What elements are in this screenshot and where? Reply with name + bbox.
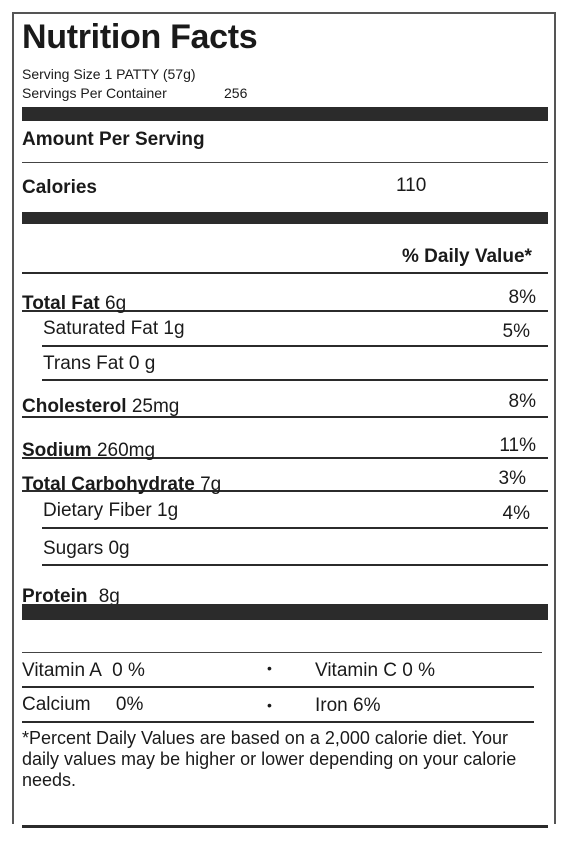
nutrient-name: Cholesterol <box>22 396 127 417</box>
bottom-rule <box>22 825 548 828</box>
calories-value: 110 <box>396 175 427 196</box>
row-divider <box>42 345 548 347</box>
divider-amount <box>22 162 548 163</box>
divider-vitamins-top <box>22 652 542 653</box>
nutrient-row-protein: Protein 8g <box>22 586 120 608</box>
label-frame-top <box>12 12 555 14</box>
row-divider <box>22 457 548 459</box>
servings-value: 256 <box>224 85 248 101</box>
footnote: *Percent Daily Values are based on a 2,0… <box>22 728 517 790</box>
nutrient-name: Total Carbohydrate <box>22 474 195 495</box>
vitamin-name: Vitamin A <box>22 660 101 681</box>
nutrient-amount: 7g <box>200 474 222 495</box>
nutrient-row-cholesterol: Cholesterol 25mg <box>22 396 179 418</box>
nutrient-row-total-fat: Total Fat 6g <box>22 293 126 315</box>
nutrient-row-total-carbohydrate: Total Carbohydrate 7g <box>22 474 221 496</box>
calcium: Calcium 0% <box>22 694 143 716</box>
row-divider <box>22 416 548 418</box>
label-frame-right <box>554 12 556 824</box>
nutrient-name: Dietary Fiber <box>43 500 152 521</box>
nutrient-name: Sodium <box>22 440 92 461</box>
nutrient-row-sugars: Sugars 0g <box>43 538 130 560</box>
nutrient-amount: 8g <box>98 586 120 607</box>
vitamin-a: Vitamin A 0 % <box>22 660 145 682</box>
row-divider <box>22 686 534 688</box>
iron: Iron 6% <box>315 695 381 717</box>
thick-divider-1 <box>22 107 548 121</box>
thick-divider-2 <box>22 212 548 224</box>
vitamin-value: 0% <box>115 694 144 715</box>
vitamin-value: 6% <box>353 695 381 716</box>
vitamin-value: 0 % <box>402 660 436 681</box>
servings-label: Servings Per Container <box>22 85 167 101</box>
row-divider <box>22 490 548 492</box>
row-divider <box>22 272 548 274</box>
nutrient-name: Saturated Fat <box>43 318 159 339</box>
dv-saturated-fat: 5% <box>502 321 530 342</box>
dv-total-carbohydrate: 3% <box>498 468 526 489</box>
nutrient-row-trans-fat: Trans Fat 0 g <box>43 353 155 375</box>
nutrient-name: Protein <box>22 586 88 607</box>
row-divider <box>42 379 548 381</box>
dv-total-fat: 8% <box>508 287 536 308</box>
dv-sodium: 11% <box>499 435 536 456</box>
bullet-separator: • <box>267 697 272 713</box>
daily-value-header: % Daily Value* <box>402 246 532 267</box>
nutrient-row-saturated-fat: Saturated Fat 1g <box>43 318 185 340</box>
nutrient-name: Total Fat <box>22 293 100 314</box>
nutrient-name: Trans Fat <box>43 353 124 374</box>
vitamin-c: Vitamin C 0 % <box>315 660 435 682</box>
label-title: Nutrition Facts <box>22 18 258 56</box>
nutrient-amount: 25mg <box>131 396 180 417</box>
nutrient-name: Sugars <box>43 538 104 559</box>
amount-per-serving: Amount Per Serving <box>22 129 205 150</box>
row-divider <box>22 721 534 723</box>
nutrient-amount: 0g <box>108 538 130 559</box>
bullet-separator: • <box>267 660 272 676</box>
vitamin-name: Calcium <box>22 694 91 715</box>
serving-size: Serving Size 1 PATTY (57g) <box>22 66 196 82</box>
vitamin-name: Vitamin C <box>315 660 398 681</box>
nutrient-amount: 1g <box>157 500 179 521</box>
nutrient-row-sodium: Sodium 260mg <box>22 440 155 462</box>
dv-cholesterol: 8% <box>508 391 536 412</box>
calories-label: Calories <box>22 177 97 198</box>
nutrient-amount: 260mg <box>96 440 156 461</box>
nutrient-amount: 1g <box>163 318 185 339</box>
row-divider <box>22 310 548 312</box>
row-divider <box>42 527 548 529</box>
vitamin-value: 0 % <box>112 660 145 681</box>
row-divider <box>42 564 548 566</box>
label-frame-left <box>12 12 14 824</box>
nutrient-amount: 0 g <box>128 353 156 374</box>
nutrient-row-dietary-fiber: Dietary Fiber 1g <box>43 500 178 522</box>
thick-divider-3 <box>22 604 548 620</box>
vitamin-name: Iron <box>315 695 348 716</box>
nutrient-amount: 6g <box>105 293 127 314</box>
dv-dietary-fiber: 4% <box>502 503 530 524</box>
